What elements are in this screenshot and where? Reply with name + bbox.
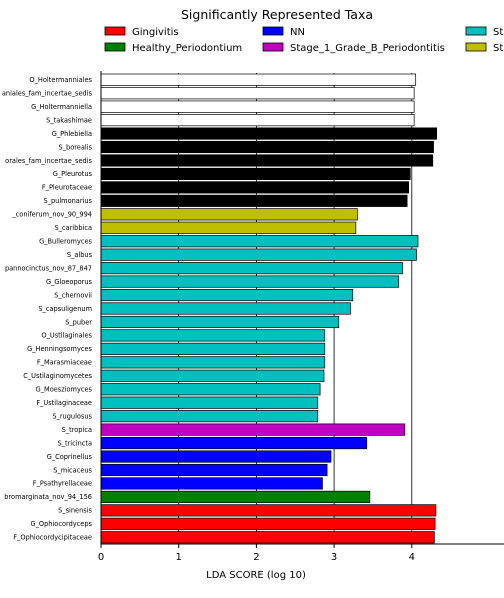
- bars: [100, 73, 438, 544]
- bar-31: [100, 490, 371, 503]
- legend-swatch-5: [465, 42, 487, 52]
- bar-28: [100, 450, 332, 463]
- legend-swatch-3: [262, 42, 284, 52]
- x-tick-label-4: 4: [409, 552, 415, 563]
- legend-label-2: NN: [290, 27, 305, 38]
- legend-swatch-4: [465, 26, 487, 36]
- y-tick-label-17: S_capsuligenum: [38, 305, 92, 313]
- y-tick-label-6: orales_fam_incertae_sedis: [5, 157, 92, 165]
- x-tick-label-2: 2: [253, 552, 259, 563]
- bar-17: [100, 302, 351, 315]
- bar-0: [100, 73, 417, 86]
- bar-30: [100, 477, 323, 490]
- y-tick-label-1: aniales_fam_incertae_sedis: [2, 89, 93, 97]
- bar-21: [100, 356, 326, 369]
- bar-32: [100, 504, 437, 517]
- bar-24: [100, 396, 319, 409]
- y-tick-label-20: G_Henningsomyces: [27, 345, 92, 353]
- y-tick-label-16: S_chernovii: [54, 291, 92, 299]
- bar-23: [100, 383, 321, 396]
- bar-5: [100, 140, 434, 154]
- x-axis: 0 1 2 3 4: [98, 71, 504, 563]
- y-tick-label-5: S_borealis: [59, 143, 93, 151]
- y-tick-label-11: S_caribbica: [54, 224, 92, 232]
- y-tick-label-15: G_Gloeoporus: [46, 278, 93, 286]
- bar-25: [100, 410, 319, 423]
- bar-12: [100, 235, 419, 248]
- bar-11: [100, 221, 357, 234]
- bar-29: [100, 463, 328, 477]
- legend-swatch-0: [104, 26, 126, 36]
- legend-label-1: Healthy_Periodontium: [132, 43, 242, 54]
- y-tick-label-25: S_rugulosus: [52, 412, 92, 420]
- bar-3: [100, 114, 415, 127]
- y-tick-label-9: S_pulmonarius: [43, 197, 92, 205]
- y-tick-label-10: _coniferum_nov_90_994: [11, 211, 92, 219]
- y-tick-label-24: F_Ustilaginaceae: [36, 399, 92, 407]
- y-tick-label-27: S_tricincta: [58, 439, 93, 447]
- bar-22: [100, 369, 325, 382]
- bar-8: [100, 181, 410, 194]
- y-tick-label-22: C_Ustilaginomycetes: [23, 372, 92, 380]
- bar-2: [100, 100, 415, 113]
- legend-swatch-2: [262, 26, 284, 36]
- bar-4: [100, 127, 438, 140]
- bar-14: [100, 262, 403, 275]
- x-axis-label: LDA SCORE (log 10): [206, 570, 306, 581]
- bar-10: [100, 208, 358, 221]
- x-tick-label-1: 1: [176, 552, 182, 563]
- y-tick-label-8: F_Pleurotaceae: [42, 184, 92, 192]
- x-tick-label-0: 0: [98, 552, 104, 563]
- y-tick-label-4: G_Phlebiella: [52, 130, 92, 138]
- bar-9: [100, 194, 408, 207]
- bar-33: [100, 517, 436, 530]
- chart-title: Significantly Represented Taxa: [181, 7, 373, 22]
- y-tick-label-26: S_tropica: [62, 426, 92, 434]
- y-tick-labels: O_Holtermanniales aniales_fam_incertae_se…: [2, 76, 93, 542]
- y-tick-label-18: S_puber: [65, 318, 92, 326]
- bar-1: [100, 87, 415, 100]
- y-tick-label-31: bromarginata_nov_94_156: [4, 493, 92, 501]
- bar-15: [100, 275, 399, 288]
- y-tick-label-19: O_Ustilaginales: [41, 332, 92, 340]
- bar-34: [100, 531, 435, 544]
- legend-label-0: Gingivitis: [132, 27, 179, 38]
- y-tick-label-28: G_Coprinellus: [47, 453, 93, 461]
- y-tick-label-0: O_Holtermanniales: [29, 76, 92, 84]
- y-tick-label-7: G_Pleurotus: [53, 170, 93, 178]
- y-tick-label-23: G_Moesziomyces: [36, 386, 93, 394]
- bar-20: [100, 342, 326, 355]
- legend: Gingivitis Healthy_Periodontium NN Stage_1_…: [104, 26, 503, 54]
- legend-label-3: Stage_1_Grade_B_Periodontitis: [290, 43, 445, 54]
- y-tick-label-14: pannocinctus_nov_87_847: [5, 264, 92, 272]
- y-tick-label-32: S_sinensis: [58, 507, 92, 515]
- y-tick-label-2: G_Holtermanniella: [31, 103, 92, 111]
- bar-18: [100, 315, 340, 329]
- bar-19: [100, 329, 326, 342]
- legend-label-5: St: [493, 43, 503, 54]
- bar-16: [100, 288, 354, 302]
- legend-swatch-1: [104, 42, 126, 52]
- bar-6: [100, 154, 434, 167]
- bar-27: [100, 437, 368, 450]
- y-tick-label-33: G_Ophiocordyceps: [31, 520, 93, 528]
- y-tick-label-13: S_albus: [67, 251, 93, 259]
- y-tick-label-34: F_Ophiocordycipitaceae: [13, 534, 92, 542]
- legend-label-4: St: [493, 27, 503, 38]
- y-tick-label-3: S_takashimae: [46, 116, 92, 124]
- x-tick-label-3: 3: [331, 552, 337, 563]
- bar-13: [100, 248, 417, 261]
- y-tick-label-21: F_Marasmiaceae: [37, 359, 92, 367]
- bar-26: [100, 423, 406, 436]
- y-tick-label-30: F_Psathyrellaceae: [33, 480, 92, 488]
- bar-7: [100, 167, 411, 180]
- y-tick-label-12: G_Bulleromyces: [39, 238, 92, 246]
- y-tick-label-29: S_micaceus: [53, 466, 92, 474]
